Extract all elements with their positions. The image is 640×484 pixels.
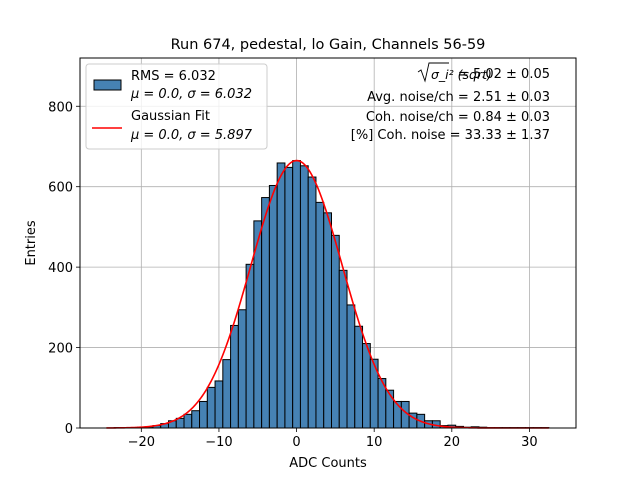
histogram-bar — [316, 202, 324, 428]
sigma-value: = 5.02 ± 0.05 — [458, 67, 550, 82]
legend-fit-label: Gaussian Fit — [131, 109, 210, 124]
histogram-bar — [192, 411, 200, 428]
histogram-bar — [269, 185, 277, 428]
x-axis-label: ADC Counts — [289, 456, 367, 471]
histogram-bar — [184, 414, 192, 428]
x-tick-label: −10 — [205, 435, 232, 450]
histogram-bar — [300, 166, 308, 428]
histogram-bar — [223, 360, 231, 428]
histogram-bar — [200, 401, 208, 428]
legend-histogram-swatch — [94, 80, 121, 90]
histogram-bar — [331, 235, 339, 428]
histogram-bar — [324, 213, 332, 428]
x-tick-label: −20 — [128, 435, 155, 450]
histogram-bar — [231, 325, 239, 428]
y-tick-label: 0 — [65, 422, 73, 437]
x-tick-label: 30 — [521, 435, 538, 450]
y-tick-label: 200 — [48, 342, 73, 357]
x-tick-label: 0 — [292, 435, 300, 450]
histogram-bar — [386, 390, 394, 428]
histogram-bar — [246, 264, 254, 428]
histogram-bar — [285, 167, 293, 428]
chart-title: Run 674, pedestal, lo Gain, Channels 56-… — [171, 37, 486, 53]
histogram-bar — [207, 387, 215, 428]
avg-noise-annotation: Avg. noise/ch = 2.51 ± 0.03 — [367, 90, 550, 105]
x-tick-label: 10 — [366, 435, 383, 450]
legend-histogram-label: RMS = 6.032 — [131, 69, 216, 84]
histogram-bar — [238, 310, 246, 428]
x-tick-label: 20 — [444, 435, 461, 450]
histogram-bar — [355, 326, 363, 428]
y-tick-label: 600 — [48, 181, 73, 196]
histogram-bar — [277, 163, 285, 428]
histogram-bar — [363, 344, 371, 428]
histogram-bar — [293, 161, 301, 428]
legend-fit-stats: μ = 0.0, σ = 5.897 — [130, 128, 253, 143]
coh-noise-annotation: Coh. noise/ch = 0.84 ± 0.03 — [366, 110, 550, 125]
legend-histogram-stats: μ = 0.0, σ = 6.032 — [130, 87, 252, 102]
y-tick-label: 400 — [48, 261, 73, 276]
histogram-bar — [339, 270, 347, 428]
histogram-bar — [262, 198, 270, 428]
histogram-bar — [215, 381, 223, 428]
legend: RMS = 6.032 μ = 0.0, σ = 6.032 Gaussian … — [86, 64, 267, 149]
histogram-bar — [347, 305, 355, 428]
y-tick-label: 800 — [48, 100, 73, 115]
coh-noise-percent-annotation: [%] Coh. noise = 33.33 ± 1.37 — [351, 128, 550, 143]
histogram-bar — [308, 177, 316, 428]
y-axis-label: Entries — [24, 220, 39, 266]
